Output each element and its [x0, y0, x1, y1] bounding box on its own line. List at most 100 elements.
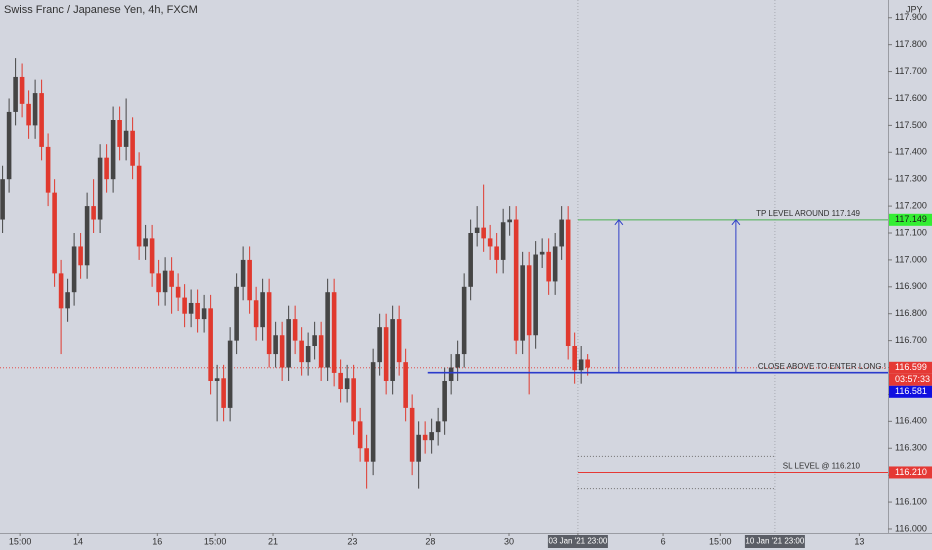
- candle-body: [344, 378, 350, 390]
- x-tick-label: 23: [347, 536, 357, 546]
- candle-body: [533, 254, 538, 336]
- candle-body: [500, 222, 506, 260]
- y-tick-label: 116.800: [895, 308, 927, 318]
- y-tick-label: 117.000: [895, 254, 927, 264]
- candle-body: [468, 233, 473, 287]
- candle-body: [357, 421, 363, 449]
- currency-label: JPY: [906, 4, 923, 14]
- candle-body: [110, 119, 116, 180]
- sl-tag-label: 116.210: [895, 467, 927, 477]
- candle-body: [565, 219, 571, 347]
- candle-body: [461, 286, 467, 355]
- candle-body: [26, 103, 31, 126]
- candle-body: [481, 227, 486, 239]
- x-tick-label: 15:00: [9, 536, 32, 546]
- candle-body: [403, 362, 408, 408]
- candle-body: [370, 362, 376, 462]
- candle-body: [39, 93, 44, 147]
- last-price-tag-label: 116.599: [895, 362, 927, 372]
- time-marker-label: 03 Jan '21 23:00: [548, 537, 607, 546]
- arrow-head: [614, 219, 624, 226]
- candle-body: [390, 319, 395, 381]
- candle-body: [351, 378, 356, 422]
- y-tick-label: 116.000: [895, 523, 927, 533]
- candle-body: [409, 407, 415, 462]
- candle-body: [448, 367, 454, 381]
- candle-body: [572, 346, 577, 371]
- tp-level-text: TP LEVEL AROUND 117.149: [756, 209, 860, 218]
- candle-body: [84, 206, 90, 266]
- tp-tag-label: 117.149: [895, 214, 927, 224]
- candle-body: [331, 292, 337, 373]
- candle-body: [221, 378, 226, 408]
- candle-body: [104, 157, 109, 180]
- candle-body: [552, 246, 558, 282]
- candle-body: [474, 227, 480, 234]
- candle-body: [65, 292, 70, 309]
- x-tick-label: 21: [268, 536, 278, 546]
- candle-body: [422, 434, 428, 441]
- candle-body: [364, 448, 369, 462]
- x-tick-label: 30: [504, 536, 514, 546]
- chart-title: Swiss Franc / Japanese Yen, 4h, FXCM: [4, 4, 198, 16]
- y-tick-label: 117.300: [895, 174, 927, 184]
- y-tick-label: 116.100: [895, 496, 927, 506]
- candle-body: [162, 270, 168, 293]
- candle-body: [305, 346, 311, 363]
- candle-body: [286, 319, 291, 368]
- candle-body: [195, 302, 200, 320]
- candle-body: [435, 421, 441, 433]
- candle-body: [266, 292, 272, 355]
- candle-body: [208, 308, 213, 381]
- candle-body: [188, 302, 194, 314]
- candle-body: [175, 286, 181, 298]
- candle-body: [214, 378, 220, 381]
- candle-body: [578, 359, 584, 371]
- candle-body: [520, 265, 525, 341]
- candle-body: [240, 259, 246, 287]
- candle-body: [117, 119, 122, 147]
- time-marker-box: [744, 535, 805, 548]
- arrow-head: [731, 219, 741, 226]
- candle-body: [136, 165, 142, 247]
- candle-body: [487, 238, 493, 247]
- candle-body: [396, 319, 402, 363]
- candle-body: [383, 327, 389, 381]
- candle-body: [19, 76, 25, 104]
- candle-body: [507, 219, 512, 223]
- candle-body: [338, 372, 343, 390]
- y-tick-label: 117.400: [895, 147, 927, 157]
- entry-tag-label: 116.581: [895, 386, 927, 396]
- candle-body: [45, 146, 51, 193]
- candle-body: [169, 270, 174, 287]
- candle-body: [201, 308, 207, 320]
- candle-body: [273, 335, 278, 355]
- candle-body: [182, 297, 187, 314]
- candle-body: [546, 251, 551, 282]
- x-tick-label: 14: [73, 536, 83, 546]
- tp-tag: [889, 213, 932, 226]
- candle-body: [318, 335, 324, 368]
- y-tick-label: 116.300: [895, 443, 927, 453]
- y-tick-label: 116.900: [895, 281, 927, 291]
- candle-body: [149, 238, 155, 274]
- candle-body: [58, 273, 64, 309]
- candle-body: [97, 157, 103, 220]
- time-marker-label: 10 Jan '21 23:00: [745, 537, 804, 546]
- y-tick-label: 116.700: [895, 335, 927, 345]
- entry-tag: [889, 385, 932, 398]
- candle-body: [513, 219, 519, 341]
- x-tick-label: 16: [152, 536, 162, 546]
- candle-body: [91, 206, 96, 220]
- candle-body: [494, 246, 499, 260]
- y-tick-label: 117.100: [895, 227, 927, 237]
- candle-body: [539, 251, 545, 255]
- candle-body: [559, 219, 564, 247]
- candle-body: [377, 327, 382, 363]
- candle-body: [78, 246, 83, 266]
- time-marker-box: [547, 535, 608, 548]
- x-tick-label: 6: [661, 536, 666, 546]
- candle-body: [253, 300, 259, 328]
- candle-body: [526, 265, 532, 336]
